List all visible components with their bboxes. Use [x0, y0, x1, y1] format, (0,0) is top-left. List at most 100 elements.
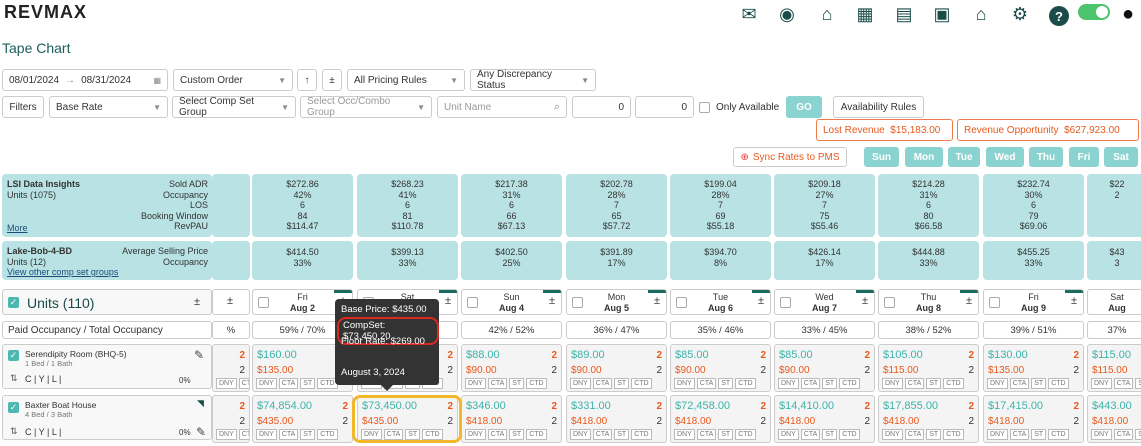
- view-comp-groups-link[interactable]: View other comp set groups: [7, 267, 119, 277]
- restriction-tag[interactable]: CTD: [317, 429, 338, 440]
- go-button[interactable]: GO: [786, 96, 822, 118]
- restriction-tag[interactable]: DNY: [256, 378, 277, 389]
- unit-name[interactable]: Baxter Boat House: [25, 400, 97, 410]
- restriction-tag[interactable]: ST: [1135, 429, 1141, 440]
- restriction-tag[interactable]: ST: [300, 429, 316, 440]
- day-checkbox[interactable]: [884, 297, 895, 308]
- user-icon[interactable]: ●: [1121, 2, 1135, 25]
- rate-cell[interactable]: $14,410.00 2 $418.00 2 DNY CTA ST CTD: [774, 395, 875, 443]
- rate-cell[interactable]: $89.00 2 $90.00 2 DNY CTA ST CTD: [566, 344, 667, 392]
- rate-price[interactable]: $17,415.00: [988, 400, 1044, 412]
- home-dollar-icon[interactable]: ⌂: [821, 3, 833, 24]
- unit-checkbox[interactable]: ✓: [8, 402, 19, 413]
- restriction-tag[interactable]: DNY: [1091, 429, 1112, 440]
- rate-price[interactable]: $73,450.00: [362, 400, 418, 412]
- rate-price[interactable]: $443.00: [1092, 400, 1132, 412]
- restriction-tag[interactable]: CTA: [592, 378, 613, 389]
- unit-row-serendipity[interactable]: ✓ Serendipity Room (BHQ-5) 1 Bed / 1 Bat…: [2, 344, 212, 389]
- restriction-tag[interactable]: CTA: [1009, 429, 1030, 440]
- day-expand-button[interactable]: ±: [227, 295, 234, 307]
- rate-price[interactable]: $88.00: [466, 349, 500, 361]
- restriction-tag[interactable]: CTD: [839, 378, 860, 389]
- more-link[interactable]: More: [7, 223, 28, 233]
- restriction-tag[interactable]: CTA: [238, 378, 249, 389]
- restriction-tag[interactable]: ST: [1031, 429, 1047, 440]
- day-filter-wed[interactable]: Wed: [986, 147, 1024, 167]
- restriction-tag[interactable]: CTA: [1009, 378, 1030, 389]
- restriction-tag[interactable]: CTD: [631, 429, 652, 440]
- day-expand-button[interactable]: ±: [861, 295, 868, 307]
- day-expand-button[interactable]: ±: [1070, 295, 1077, 307]
- day-expand-button[interactable]: ±: [757, 295, 764, 307]
- day-header[interactable]: Wed Aug 7 ±: [774, 289, 875, 315]
- restriction-tag[interactable]: CTD: [943, 429, 964, 440]
- restriction-tag[interactable]: DNY: [987, 429, 1008, 440]
- restriction-tag[interactable]: ST: [300, 378, 316, 389]
- restriction-tag[interactable]: DNY: [987, 378, 1008, 389]
- help-icon[interactable]: ?: [1048, 6, 1070, 26]
- rate-cell[interactable]: $88.00 2 $90.00 2 DNY CTA ST CTD: [461, 344, 562, 392]
- day-header[interactable]: Sun Aug 4 ±: [461, 289, 562, 315]
- rate-price[interactable]: $14,410.00: [779, 400, 835, 412]
- restriction-tag[interactable]: CTA: [487, 429, 508, 440]
- restriction-tag[interactable]: CTA: [238, 429, 249, 440]
- day-filter-sat[interactable]: Sat: [1104, 147, 1138, 167]
- units-expand-button[interactable]: ±: [194, 296, 201, 308]
- restriction-tag[interactable]: ST: [1031, 378, 1047, 389]
- day-filter-tue[interactable]: Tue: [948, 147, 980, 167]
- day-checkbox[interactable]: [989, 297, 1000, 308]
- day-expand-button[interactable]: ±: [965, 295, 972, 307]
- restriction-tag[interactable]: DNY: [570, 378, 591, 389]
- restriction-tag[interactable]: DNY: [465, 378, 486, 389]
- restriction-tag[interactable]: CTA: [800, 378, 821, 389]
- users-icon[interactable]: ◉: [779, 3, 795, 24]
- day-header[interactable]: Tue Aug 6 ±: [670, 289, 771, 315]
- rate-cell[interactable]: $73,450.00 2 $435.00 2 DNY CTA ST CTD: [357, 395, 458, 443]
- rate-cell[interactable]: $346.00 2 $418.00 2 DNY CTA ST CTD: [461, 395, 562, 443]
- day-header[interactable]: Thu Aug 8 ±: [878, 289, 979, 315]
- restriction-tag[interactable]: CTD: [631, 378, 652, 389]
- restriction-tag[interactable]: ST: [718, 429, 734, 440]
- restriction-tag[interactable]: CTD: [1048, 429, 1069, 440]
- rate-price[interactable]: $160.00: [257, 349, 297, 361]
- restriction-tag[interactable]: DNY: [882, 378, 903, 389]
- sort-icon[interactable]: ⇅: [10, 426, 18, 436]
- rate-price[interactable]: $130.00: [988, 349, 1028, 361]
- edit-icon[interactable]: ✎: [196, 425, 207, 439]
- unit-name[interactable]: Serendipity Room (BHQ-5): [25, 349, 127, 359]
- day-expand-button[interactable]: ±: [548, 295, 555, 307]
- rate-cell[interactable]: $17,855.00 2 $418.00 2 DNY CTA ST CTD: [878, 395, 979, 443]
- date-from[interactable]: 08/01/2024: [9, 74, 60, 86]
- day-header[interactable]: Fri Aug 9 ±: [983, 289, 1084, 315]
- day-header[interactable]: Sat Aug: [1087, 289, 1141, 315]
- restriction-tag[interactable]: CTA: [904, 429, 925, 440]
- restriction-tag[interactable]: DNY: [570, 429, 591, 440]
- restriction-tag[interactable]: CTD: [526, 429, 547, 440]
- toggle-switch[interactable]: [1078, 4, 1110, 20]
- day-expand-button[interactable]: ±: [444, 295, 451, 307]
- rate-price[interactable]: $85.00: [779, 349, 813, 361]
- unit-row-baxter[interactable]: ✓ Baxter Boat House 4 Bed / 3 Bath ◥ ⇅ C…: [2, 395, 212, 440]
- date-to[interactable]: 08/31/2024: [81, 74, 132, 86]
- pricing-rules-select[interactable]: All Pricing Rules ▼: [347, 69, 465, 91]
- restriction-tag[interactable]: ST: [1135, 378, 1141, 389]
- day-checkbox[interactable]: [258, 297, 269, 308]
- restriction-tag[interactable]: CTA: [1113, 429, 1134, 440]
- restriction-tag[interactable]: CTA: [696, 429, 717, 440]
- gear-icon[interactable]: ⚙: [1011, 3, 1029, 24]
- day-checkbox[interactable]: [676, 297, 687, 308]
- rate-price[interactable]: $115.00: [1092, 349, 1131, 361]
- rate-price[interactable]: $331.00: [571, 400, 611, 412]
- restriction-tag[interactable]: CTD: [839, 429, 860, 440]
- restriction-tag[interactable]: DNY: [882, 429, 903, 440]
- rate-cell[interactable]: $85.00 2 $90.00 2 DNY CTA ST CTD: [670, 344, 771, 392]
- restriction-tag[interactable]: DNY: [216, 378, 237, 389]
- restriction-tag[interactable]: CTA: [278, 429, 299, 440]
- restriction-tag[interactable]: ST: [822, 378, 838, 389]
- unit-checkbox[interactable]: ✓: [8, 350, 19, 361]
- chart-icon[interactable]: ▣: [933, 3, 951, 24]
- discrepancy-select[interactable]: Any Discrepancy Status ▼: [470, 69, 596, 91]
